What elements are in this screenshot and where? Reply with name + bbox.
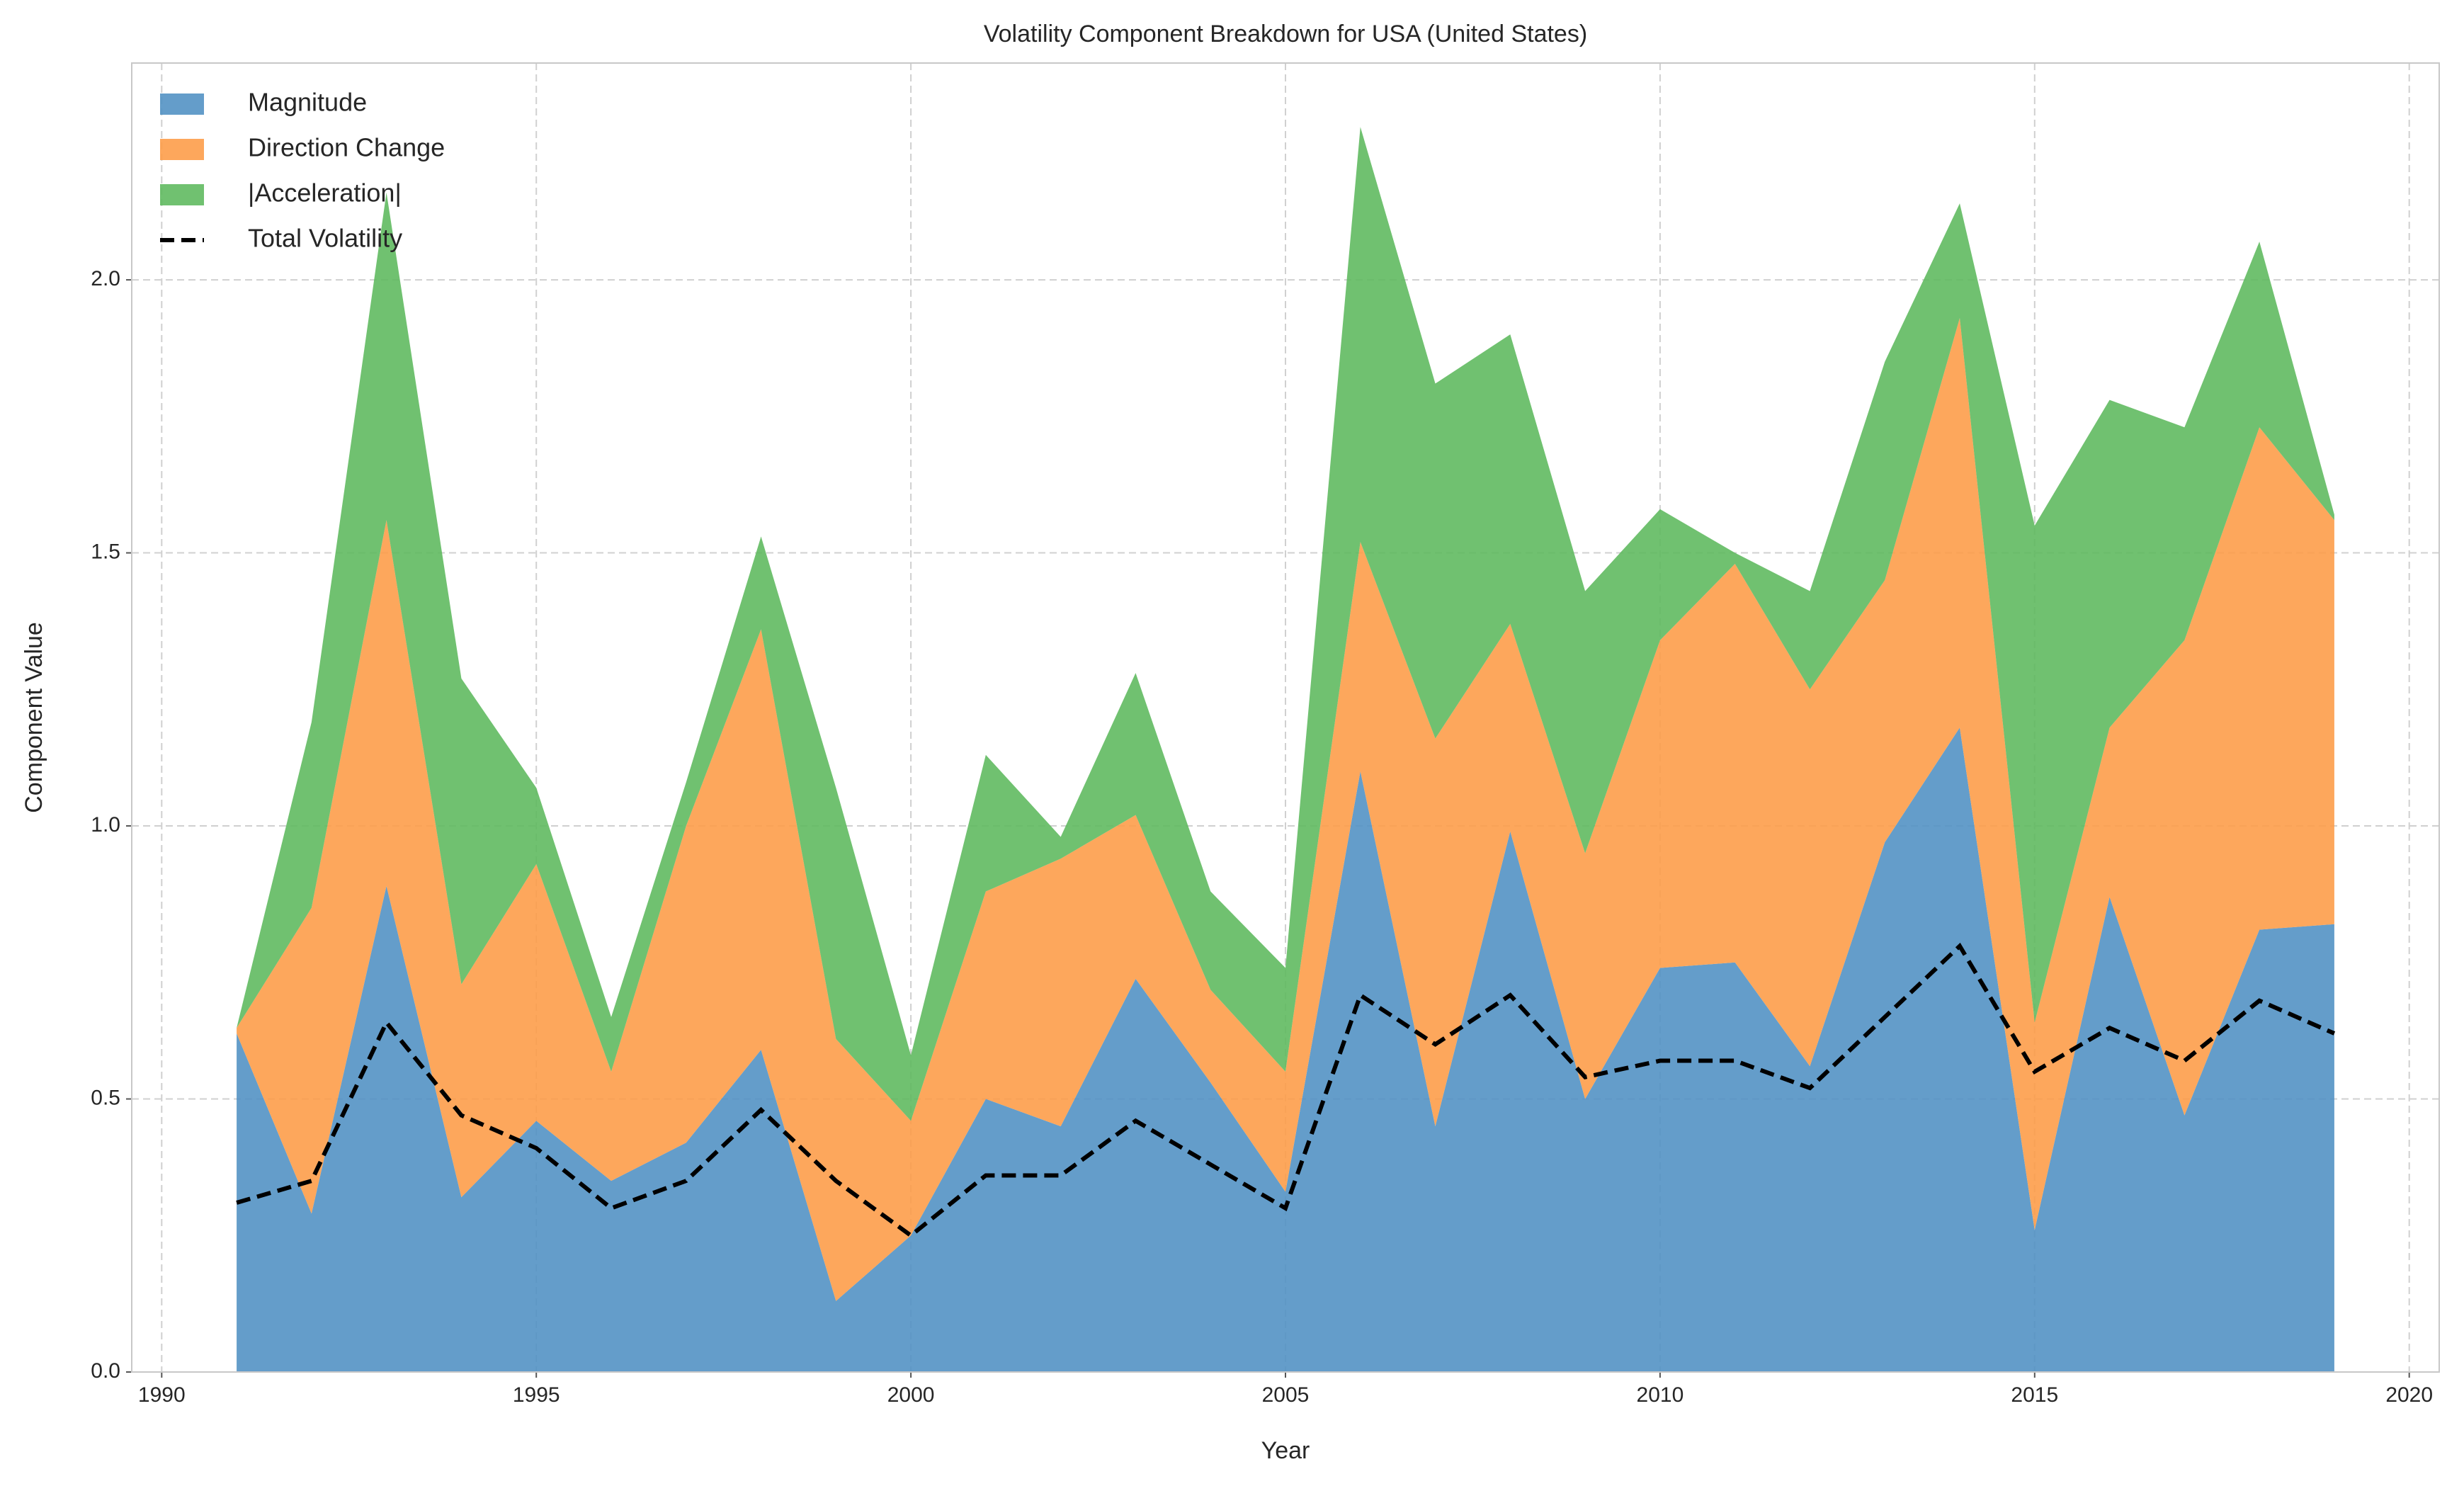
x-tick-label: 2000 bbox=[887, 1383, 935, 1407]
x-tick-label: 2010 bbox=[1637, 1383, 1684, 1407]
legend-label: Direction Change bbox=[248, 133, 445, 162]
line bbox=[236, 942, 2336, 1239]
legend-swatch bbox=[160, 184, 204, 205]
x-axis-label: Year bbox=[1261, 1437, 1310, 1464]
area bbox=[237, 318, 2334, 1301]
x-tick-label: 1990 bbox=[138, 1383, 186, 1407]
x-tick-label: 2005 bbox=[1262, 1383, 1310, 1407]
legend-label: Magnitude bbox=[248, 88, 367, 117]
y-tick-label: 1.0 bbox=[91, 813, 120, 837]
legend-swatch bbox=[160, 139, 204, 160]
x-tick-label: 2020 bbox=[2385, 1383, 2433, 1407]
area bbox=[237, 727, 2334, 1372]
legend-label: |Acceleration| bbox=[248, 178, 402, 208]
y-tick-label: 0.0 bbox=[91, 1359, 120, 1383]
y-tick-label: 0.5 bbox=[91, 1086, 120, 1109]
y-tick-label: 1.5 bbox=[91, 540, 120, 563]
y-axis-label: Component Value bbox=[21, 622, 47, 813]
legend-swatch bbox=[160, 93, 204, 115]
plot-frame bbox=[131, 62, 2440, 1373]
x-tick-label: 1995 bbox=[513, 1383, 560, 1407]
chart-title: Volatility Component Breakdown for USA (… bbox=[984, 21, 1587, 47]
x-tick-label: 2015 bbox=[2011, 1383, 2058, 1407]
legend-label: Total Volatility bbox=[248, 224, 402, 253]
y-tick-label: 2.0 bbox=[91, 267, 120, 290]
